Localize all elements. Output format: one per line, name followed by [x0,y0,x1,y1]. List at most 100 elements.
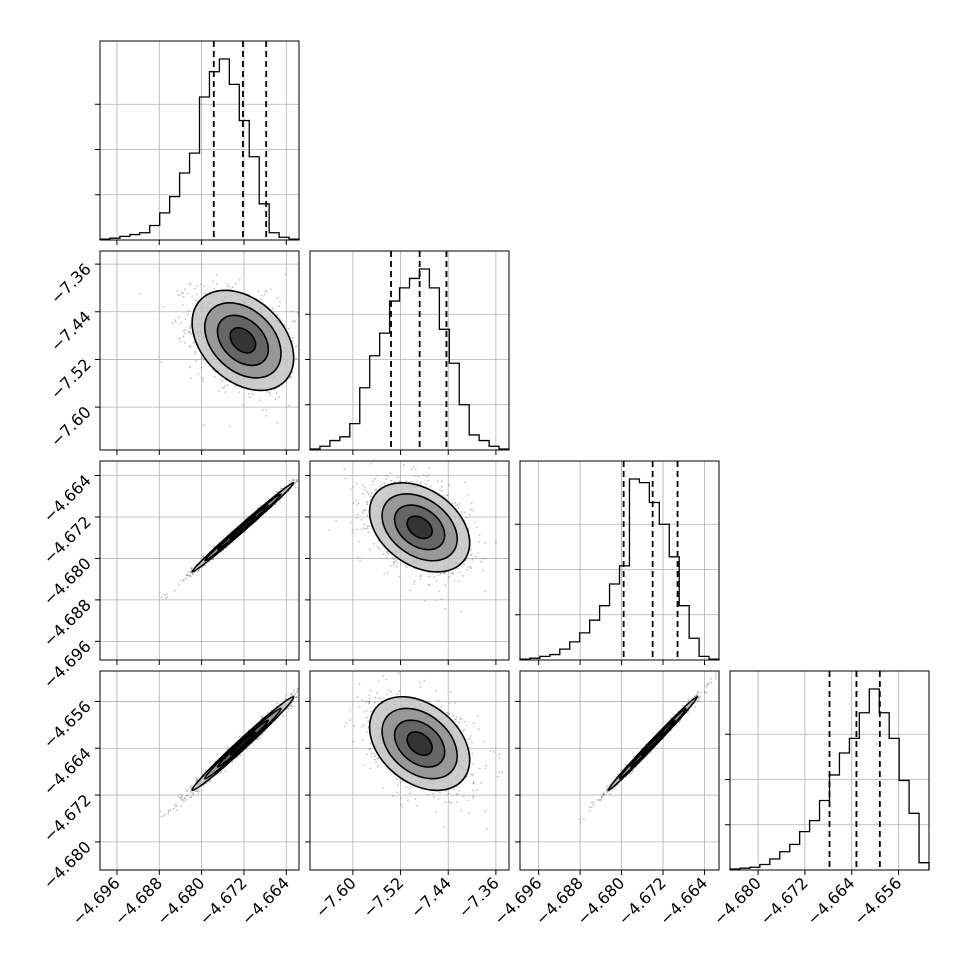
sample-point [213,545,216,548]
sample-point [312,381,314,383]
sample-point [258,737,261,739]
sample-point [352,531,355,534]
sample-point [166,596,169,598]
sample-point [211,280,214,283]
sample-point [201,357,204,360]
sample-point [262,408,264,411]
sample-point [475,526,478,529]
sample-point [383,482,385,484]
density-panel-1-0 [99,250,314,451]
sample-point [208,780,211,783]
sample-point [293,320,296,323]
sample-point [306,472,308,474]
sample-point [202,555,205,558]
contour-line [216,504,270,551]
sample-point [189,327,191,330]
sample-point [180,322,182,325]
sample-point [192,791,195,794]
sample-point [173,589,176,592]
sample-point [278,396,281,398]
sample-point [263,293,266,296]
sample-point [444,571,446,574]
sample-point [191,785,194,787]
sample-point [184,328,187,331]
sample-point [295,345,297,348]
sample-point [436,480,439,483]
sample-point [204,292,207,295]
sample-point [295,695,298,698]
sample-point [290,704,293,707]
sample-point [257,290,260,293]
sample-point [307,470,309,472]
sample-point [269,391,271,394]
sample-point [301,356,303,358]
sample-point [178,793,181,796]
sample-point [300,690,302,692]
sample-point [385,474,388,477]
sample-point [380,484,382,487]
sample-point [287,707,290,710]
sample-point [234,385,237,388]
sample-point [367,493,370,495]
sample-point [203,359,206,361]
sample-point [287,327,290,330]
sample-point [344,477,347,480]
sample-point [260,733,263,736]
sample-point [478,534,481,537]
sample-point [361,484,364,486]
sample-point [446,494,449,497]
sample-point [196,790,199,792]
sample-point [188,331,191,334]
sample-point [480,560,482,563]
sample-point [356,528,358,531]
sample-point [315,463,317,465]
sample-point [264,730,267,733]
contour-line [406,515,433,540]
sample-point [292,478,295,481]
sample-point [234,283,237,285]
sample-point [204,769,207,772]
sample-point [300,475,302,477]
sample-point [183,796,186,799]
sample-point [188,330,191,333]
sample-point [167,811,170,813]
sample-point [334,441,336,443]
contour-line [203,493,282,562]
sample-point [190,785,193,787]
sample-point [469,508,472,511]
sample-point [454,501,456,504]
contour-line [203,302,282,379]
sample-point [188,366,191,369]
sample-point [460,511,463,514]
sample-point [362,493,364,495]
sample-point [182,579,185,582]
sample-point [197,373,199,376]
sample-point [405,480,407,483]
sample-point [368,525,371,528]
sample-point [213,375,216,378]
sample-point [244,518,247,520]
sample-point [355,499,358,501]
sample-point [419,575,422,577]
histogram-series [309,268,510,450]
sample-point [195,293,198,296]
sample-point [403,464,405,466]
sample-point [470,502,473,505]
sample-point [435,599,438,602]
sample-point [356,504,359,507]
sample-point [369,462,372,465]
sample-point [195,360,198,362]
sample-point [186,573,189,576]
sample-point [189,575,192,578]
contour-line [216,314,270,367]
sample-point [290,707,293,710]
sample-point [160,360,163,363]
sample-point [372,480,375,483]
sample-point [390,479,393,482]
sample-point [202,380,205,382]
sample-point [373,542,376,545]
sample-point [177,796,180,798]
sample-point [238,735,241,738]
sample-point [355,517,358,520]
sample-point [335,519,337,522]
